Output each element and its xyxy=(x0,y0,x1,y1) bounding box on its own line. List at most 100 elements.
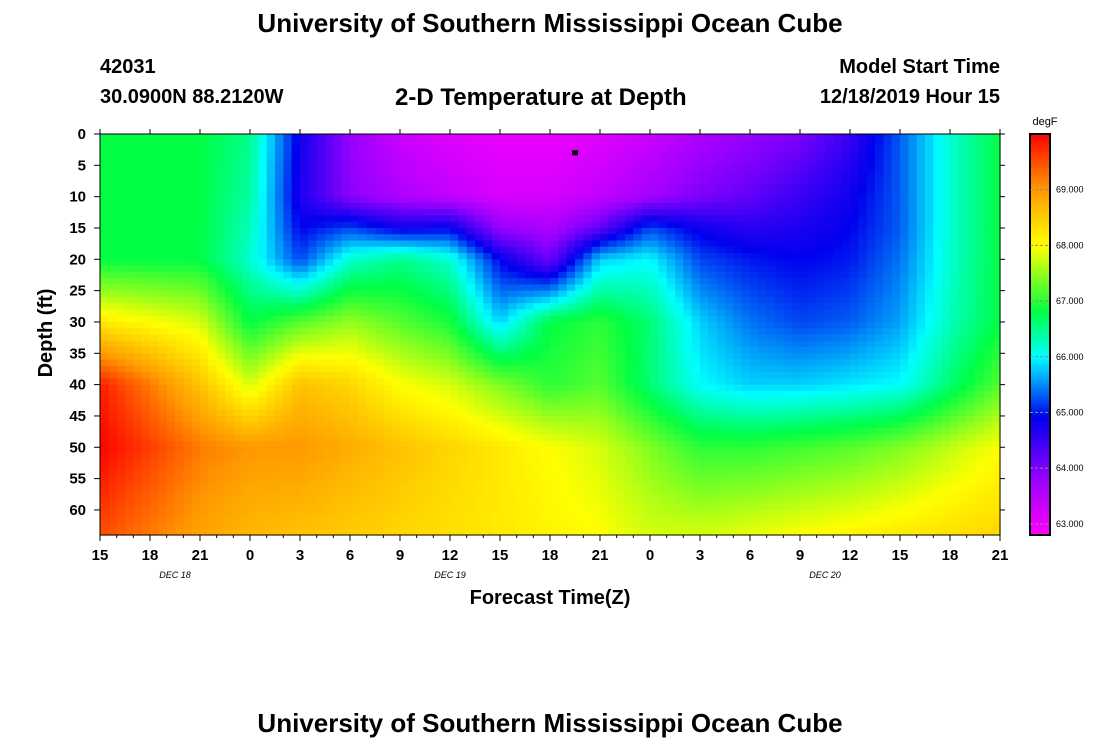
heatmap-cell xyxy=(916,271,926,279)
heatmap-cell xyxy=(691,159,701,166)
heatmap-cell xyxy=(191,246,201,254)
heatmap-cell xyxy=(258,378,268,386)
heatmap-cell xyxy=(641,253,651,260)
heatmap-cell xyxy=(125,246,134,254)
heatmap-cell xyxy=(566,152,576,160)
heatmap-cell xyxy=(983,134,993,141)
heatmap-cell xyxy=(900,328,909,336)
heatmap-cell xyxy=(975,215,984,223)
heatmap-cell xyxy=(891,365,901,373)
heatmap-cell xyxy=(450,196,459,204)
heatmap-cell xyxy=(891,227,901,235)
heatmap-cell xyxy=(925,240,934,248)
heatmap-cell xyxy=(658,165,668,173)
heatmap-cell xyxy=(141,422,151,430)
heatmap-cell xyxy=(491,384,501,392)
heatmap-cell xyxy=(341,334,351,342)
heatmap-cell xyxy=(441,378,451,386)
heatmap-cell xyxy=(575,334,584,342)
heatmap-cell xyxy=(741,390,751,398)
heatmap-cell xyxy=(950,278,959,285)
heatmap-cell xyxy=(325,227,334,235)
heatmap-cell xyxy=(833,171,843,179)
heatmap-cell xyxy=(991,227,1001,235)
heatmap-cell xyxy=(408,134,418,141)
heatmap-cell xyxy=(466,365,476,373)
heatmap-cell xyxy=(975,184,984,191)
heatmap-cell xyxy=(766,196,776,204)
heatmap-cell xyxy=(300,365,309,373)
heatmap-cell xyxy=(458,365,468,373)
heatmap-cell xyxy=(208,215,218,223)
heatmap-cell xyxy=(241,290,251,298)
heatmap-cell xyxy=(283,140,293,148)
heatmap-cell xyxy=(108,409,118,417)
heatmap-cell xyxy=(725,184,734,191)
heatmap-cell xyxy=(291,284,301,292)
heatmap-cell xyxy=(241,390,251,398)
heatmap-cell xyxy=(383,215,393,223)
heatmap-cell xyxy=(741,296,751,304)
heatmap-cell xyxy=(341,202,351,210)
heatmap-cell xyxy=(391,209,401,217)
heatmap-cell xyxy=(650,202,659,210)
heatmap-cell xyxy=(616,134,626,141)
heatmap-cell xyxy=(283,390,293,398)
heatmap-cell xyxy=(933,246,943,254)
heatmap-cell xyxy=(391,221,401,229)
heatmap-cell xyxy=(458,378,468,386)
heatmap-cell xyxy=(433,152,443,160)
heatmap-cell xyxy=(508,259,518,267)
heatmap-cell xyxy=(983,365,993,373)
heatmap-cell xyxy=(583,227,593,235)
heatmap-cell xyxy=(483,309,493,317)
heatmap-cell xyxy=(533,397,543,405)
heatmap-cell xyxy=(783,315,793,323)
heatmap-cell xyxy=(516,359,526,367)
heatmap-cell xyxy=(666,202,676,210)
heatmap-cell xyxy=(383,159,393,166)
heatmap-cell xyxy=(425,253,434,260)
heatmap-cell xyxy=(125,234,134,242)
heatmap-cell xyxy=(775,278,784,285)
heatmap-cell xyxy=(658,296,668,304)
heatmap-cell xyxy=(466,328,476,336)
heatmap-cell xyxy=(283,146,293,154)
heatmap-cell xyxy=(391,378,401,386)
heatmap-cell xyxy=(166,159,176,166)
heatmap-cell xyxy=(791,146,801,154)
heatmap-cell xyxy=(233,240,243,248)
heatmap-cell xyxy=(491,353,501,361)
heatmap-cell xyxy=(583,215,593,223)
heatmap-cell xyxy=(800,159,809,166)
heatmap-cell xyxy=(816,334,826,342)
heatmap-cell xyxy=(225,422,234,430)
heatmap-cell xyxy=(766,177,776,185)
heatmap-cell xyxy=(416,265,426,273)
heatmap-cell xyxy=(733,190,743,198)
heatmap-cell xyxy=(775,209,784,217)
heatmap-cell xyxy=(900,253,909,260)
heatmap-cell xyxy=(725,309,734,317)
heatmap-cell xyxy=(791,278,801,285)
heatmap-cell xyxy=(550,334,559,342)
heatmap-cell xyxy=(900,265,909,273)
heatmap-cell xyxy=(758,347,768,354)
heatmap-cell xyxy=(183,328,193,336)
heatmap-cell xyxy=(358,240,368,248)
heatmap-cell xyxy=(525,134,534,141)
heatmap-cell xyxy=(975,403,984,411)
heatmap-cell xyxy=(608,284,618,292)
heatmap-cell xyxy=(358,290,368,298)
heatmap-cell xyxy=(691,409,701,417)
heatmap-cell xyxy=(983,190,993,198)
heatmap-cell xyxy=(608,221,618,229)
heatmap-cell xyxy=(925,415,934,423)
heatmap-cell xyxy=(841,196,851,204)
heatmap-cell xyxy=(300,246,309,254)
heatmap-cell xyxy=(233,365,243,373)
heatmap-cell xyxy=(516,265,526,273)
heatmap-cell xyxy=(875,353,884,361)
heatmap-cell xyxy=(425,202,434,210)
heatmap-cell xyxy=(558,353,568,361)
